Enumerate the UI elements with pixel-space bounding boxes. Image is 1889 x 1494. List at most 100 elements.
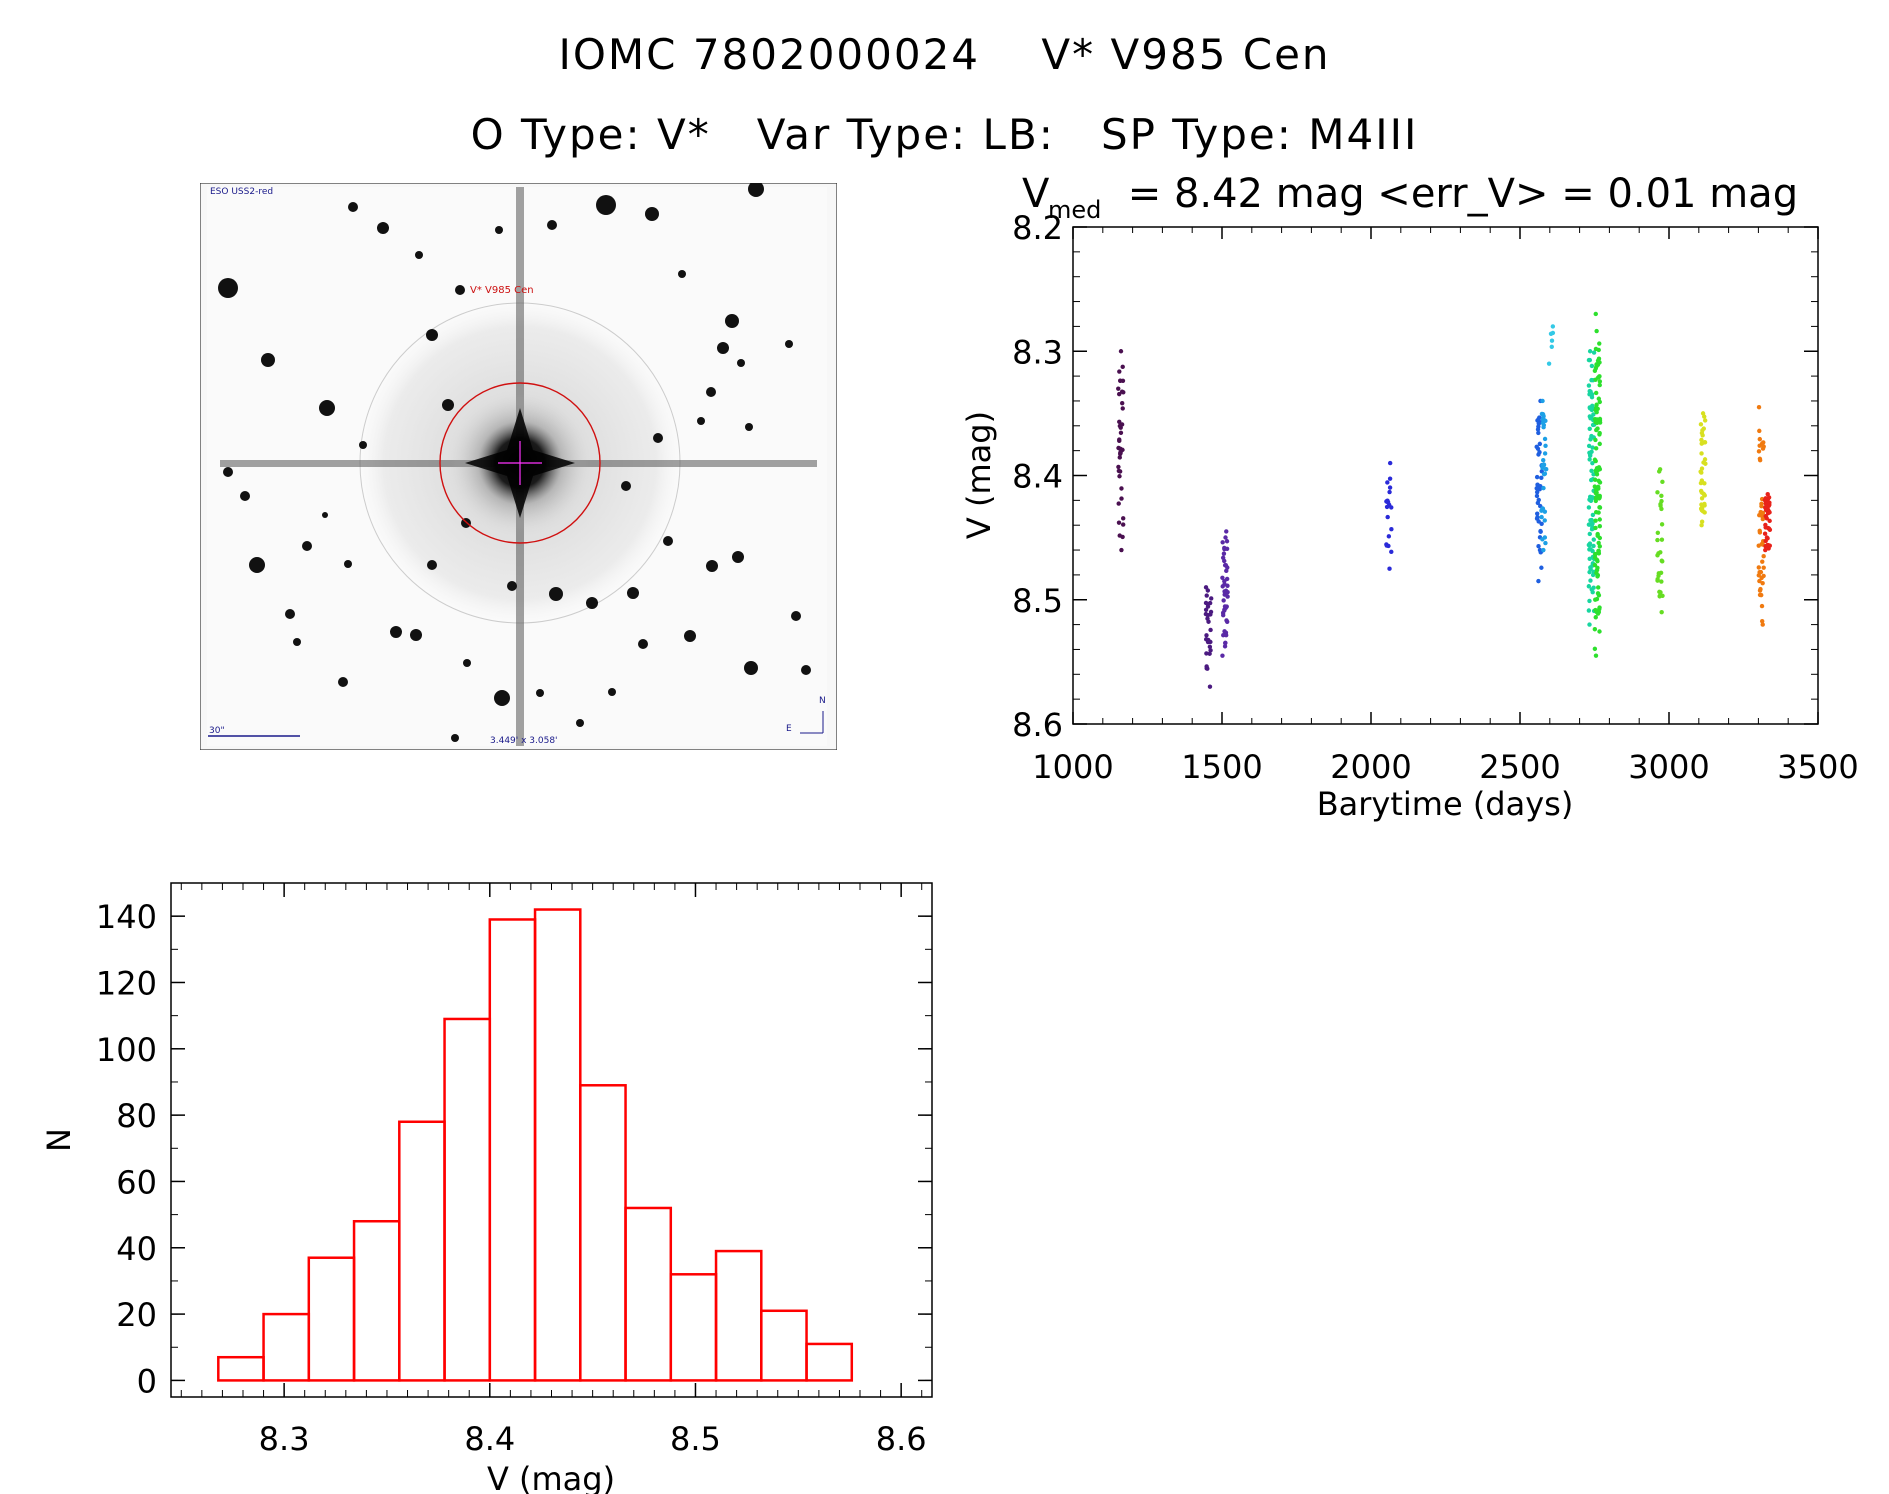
- light-curve-point: [1592, 646, 1598, 652]
- light-curve-point: [1222, 582, 1227, 587]
- histogram-ytick-label: 140: [96, 898, 157, 936]
- light-curve-point: [1205, 616, 1210, 621]
- light-curve-point: [1540, 463, 1545, 469]
- histogram-bar: [262, 1312, 311, 1382]
- field-star: [621, 481, 631, 491]
- light-curve-point: [1589, 477, 1594, 483]
- field-star: [455, 285, 465, 295]
- light-curve-point: [1595, 375, 1601, 380]
- light-curve-point: [1119, 496, 1124, 501]
- light-curve-point: [1597, 535, 1603, 541]
- light-curve-point: [1702, 493, 1707, 498]
- light-curve-point: [1699, 437, 1704, 443]
- light-curve-point: [1759, 441, 1765, 446]
- light-curve-point: [1223, 563, 1229, 568]
- light-curve-point: [1543, 540, 1548, 546]
- light-curve-point: [1766, 542, 1771, 548]
- light-curve-point: [1657, 469, 1662, 474]
- histogram-bar: [307, 1256, 356, 1382]
- light-curve-point: [1596, 593, 1602, 598]
- light-curve-point: [1222, 608, 1227, 613]
- light-curve-point: [1766, 495, 1772, 500]
- light-curve-point: [1590, 548, 1595, 554]
- light-curve-point: [1658, 550, 1663, 555]
- light-curve-point: [1702, 481, 1707, 486]
- light-curve-point: [1699, 506, 1705, 511]
- light-curve-point: [1699, 523, 1704, 528]
- light-curve-point: [1543, 466, 1549, 472]
- histogram-bar: [669, 1273, 718, 1382]
- light-curve-point: [1538, 528, 1543, 534]
- light-curve-point: [1756, 449, 1762, 454]
- light-curve-point: [1220, 540, 1225, 545]
- light-curve-point: [1702, 457, 1708, 462]
- light-curve-point: [1596, 465, 1602, 470]
- light-curve-point: [1594, 420, 1600, 426]
- light-curve-xtick-label: 3500: [1777, 748, 1858, 786]
- field-star: [596, 195, 616, 215]
- light-curve-point: [1757, 592, 1763, 598]
- scale-bar-label: 30": [209, 726, 225, 736]
- light-curve-point: [1120, 406, 1125, 411]
- light-curve-point: [1593, 311, 1598, 317]
- light-curve-point: [1203, 611, 1209, 617]
- light-curve-point: [1589, 449, 1594, 455]
- light-curve-point: [1698, 469, 1703, 474]
- histogram-bar: [714, 1249, 763, 1382]
- light-curve-point: [1536, 578, 1541, 584]
- light-curve-axes: 1000 1500 2000 2500 3000 3500 8.2 8.3 8.4 8.5 8.6: [1012, 209, 1859, 786]
- light-curve-point: [1223, 535, 1228, 540]
- light-curve-xtick-label: 1000: [1032, 748, 1113, 786]
- light-curve-point: [1588, 578, 1593, 583]
- field-star: [415, 251, 423, 259]
- light-curve-point: [1541, 458, 1546, 463]
- light-curve-point: [1221, 632, 1226, 638]
- light-curve-point: [1541, 547, 1546, 553]
- survey-label: ESO USS2-red: [210, 187, 273, 197]
- light-curve-point: [1659, 493, 1664, 499]
- light-curve-point: [1757, 436, 1762, 442]
- light-curve-point: [1766, 503, 1771, 509]
- light-curve-point: [1534, 474, 1540, 480]
- light-curve-ytick-label: 8.3: [1012, 333, 1063, 371]
- light-curve-point: [1594, 328, 1599, 334]
- light-curve-point: [1586, 505, 1592, 510]
- light-curve-point: [1590, 460, 1595, 466]
- field-star: [249, 557, 265, 573]
- light-curve-point: [1760, 622, 1765, 627]
- light-curve-point: [1535, 500, 1541, 506]
- light-curve-point: [1222, 589, 1228, 595]
- field-star: [748, 183, 764, 197]
- light-curve-point: [1220, 653, 1225, 658]
- light-curve-point: [1540, 506, 1546, 511]
- light-curve-xtick-label: 3000: [1628, 748, 1709, 786]
- light-curve-point: [1534, 444, 1539, 450]
- histogram-bar: [533, 908, 582, 1382]
- light-curve-point: [1587, 349, 1593, 354]
- field-star: [322, 512, 328, 518]
- field-star: [785, 340, 793, 348]
- field-star: [732, 551, 744, 563]
- field-star: [285, 609, 295, 619]
- light-curve-point: [1595, 565, 1600, 571]
- light-curve-point: [1767, 518, 1772, 524]
- light-curve-point: [1121, 516, 1126, 521]
- light-curve-point: [1597, 517, 1602, 522]
- light-curve-point: [1659, 537, 1665, 542]
- light-curve-point: [1539, 565, 1544, 570]
- field-star: [348, 202, 358, 212]
- histogram-bar: [217, 1355, 265, 1382]
- light-curve-point: [1208, 648, 1213, 653]
- light-curve-title-subscript: med: [1048, 196, 1101, 224]
- histogram-bar: [579, 1084, 627, 1382]
- light-curve-point: [1387, 566, 1392, 571]
- field-star: [495, 226, 503, 234]
- light-curve-point: [1207, 644, 1213, 650]
- light-curve-point: [1117, 369, 1122, 374]
- light-curve-point: [1222, 546, 1227, 552]
- light-curve-point: [1119, 422, 1125, 427]
- light-curve-point: [1655, 530, 1661, 535]
- light-curve-point: [1588, 567, 1593, 572]
- light-curve-point: [1587, 522, 1592, 527]
